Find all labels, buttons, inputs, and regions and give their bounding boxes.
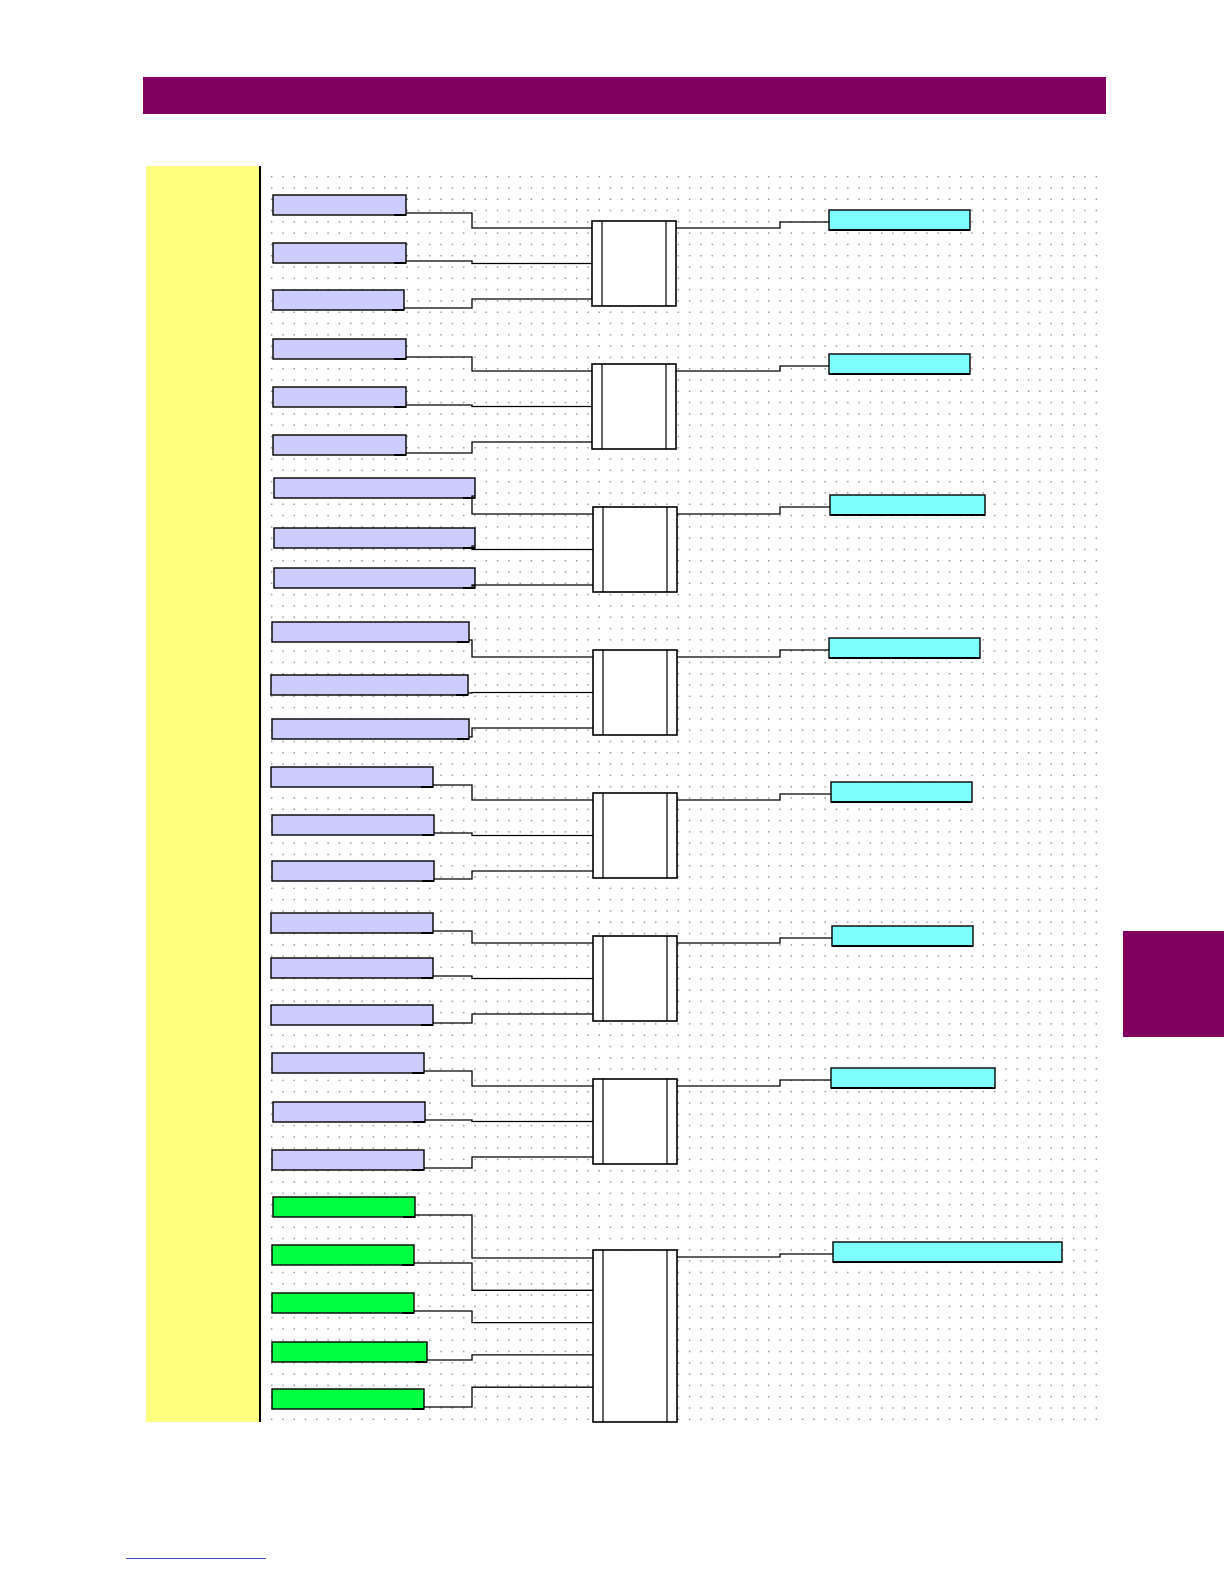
output-operand-box [829,494,986,516]
signal-wire [434,870,593,880]
logic-gate [592,649,678,736]
signal-wire [404,298,592,309]
input-operand-box [272,338,407,360]
output-wire [677,1253,833,1258]
input-operand-box [271,860,435,882]
signal-wire [414,1310,593,1324]
output-operand-box [828,353,971,375]
chapter-side-tab [1123,931,1224,1037]
output-operand-box [831,925,974,947]
signal-wire [433,930,593,944]
signal-wire [406,404,592,408]
logic-gate [592,506,678,593]
input-operand-box [273,527,476,549]
input-operand-box [270,766,434,788]
output-operand-box [830,781,973,803]
signal-wire [434,832,593,837]
input-operand-box [271,1292,415,1314]
output-operand-box [832,1241,1063,1263]
logic-gate [592,1078,678,1165]
signal-wire [427,1354,593,1361]
signal-wire [469,727,593,738]
signal-wire [406,356,592,372]
signal-wire [414,1262,593,1291]
output-wire [677,937,832,944]
output-operand-box [828,209,971,231]
signal-wire [468,691,593,694]
output-wire [676,221,829,229]
output-wire [677,506,830,515]
footer-rule [126,1558,266,1559]
output-wire [677,1079,831,1087]
input-operand-box [272,194,407,216]
input-operand-box [270,912,434,934]
input-operand-box [270,1004,434,1026]
signal-wire [406,441,592,454]
column-separator [259,166,261,1422]
input-operand-box [273,567,476,589]
signal-wire [424,1386,593,1408]
output-operand-box [830,1067,996,1089]
output-wire [677,793,831,801]
input-operand-box [272,242,407,264]
input-operand-box [272,386,407,408]
input-operand-box [270,957,434,979]
signal-wire [433,784,593,801]
input-operand-box [273,477,476,499]
signal-wire [424,1070,593,1087]
signal-wire [433,1013,593,1024]
input-operand-box [271,718,470,740]
logic-gate [592,1249,678,1423]
input-operand-box [271,1341,428,1363]
signal-wire [471,545,593,551]
input-operand-box [272,289,405,311]
output-operand-box [828,637,981,659]
signal-wire [424,1156,593,1169]
signal-wire [471,584,593,587]
logic-gate [592,935,678,1022]
input-operand-box [272,1196,416,1218]
input-operand-box [272,1101,426,1123]
input-operand-box [272,434,407,456]
signal-wire [471,495,593,515]
input-operand-box [271,1149,425,1171]
input-operand-box [271,621,470,643]
input-operand-box [270,674,469,696]
input-operand-box [271,1052,425,1074]
signal-wire [406,212,592,229]
left-margin-column [146,166,259,1422]
input-operand-box [271,814,435,836]
signal-wire [469,639,593,658]
signal-wire [425,1119,593,1123]
logic-gate [591,220,677,307]
signal-wire [415,1214,593,1259]
signal-wire [406,260,592,265]
logic-gate [592,792,678,879]
signal-wire [433,975,593,980]
header-bar [143,77,1106,114]
input-operand-box [271,1388,425,1410]
output-wire [676,365,829,372]
input-operand-box [271,1244,415,1266]
output-wire [677,649,829,658]
logic-gate [591,363,677,450]
